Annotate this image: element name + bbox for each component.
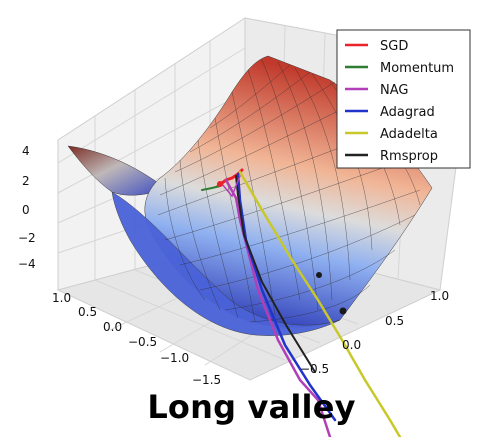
x-tick-label: 0.5	[385, 314, 404, 328]
y-axis-ticks: 1.0 0.5 0.0 −0.5 −1.0 −1.5	[52, 291, 221, 387]
z-tick-label: −2	[18, 231, 36, 245]
x-tick-label: 1.0	[430, 289, 449, 303]
legend-entries: SGD Momentum NAG Adagrad Adadelta Rmsprop	[345, 39, 454, 164]
legend-label: Rmsprop	[380, 149, 438, 164]
x-tick-label: 0.0	[342, 338, 361, 352]
y-tick-label: −1.5	[192, 373, 221, 387]
surface-left-wing	[67, 145, 166, 196]
trajectory-momentum	[201, 185, 221, 191]
trajectory-adadelta	[238, 170, 402, 437]
trajectory-nag	[224, 178, 332, 437]
y-tick-label: −0.5	[128, 335, 157, 349]
trajectories	[201, 168, 402, 437]
legend: SGD Momentum NAG Adagrad Adadelta Rmsprop	[336, 29, 471, 169]
trajectory-rmsprop	[235, 175, 316, 373]
y-tick-label: 0.0	[103, 320, 122, 334]
chart-caption: Long valley	[147, 388, 356, 426]
z-tick-label: 2	[22, 174, 30, 188]
legend-label: Adadelta	[380, 127, 438, 142]
surface-front-fold	[111, 191, 341, 336]
adagrad-marker	[316, 272, 322, 278]
x-tick-label: −0.5	[300, 362, 329, 376]
z-axis-ticks: 4 2 0 −2 −4	[18, 144, 36, 271]
trajectory-adagrad	[236, 172, 337, 422]
trajectory-nag-loop	[221, 175, 241, 198]
y-tick-label: 0.5	[78, 305, 97, 319]
legend-label: NAG	[380, 83, 408, 98]
legend-box	[336, 29, 471, 169]
x-axis-ticks: 1.0 0.5 0.0 −0.5	[300, 289, 449, 376]
sgd-marker	[217, 181, 223, 187]
legend-label: Adagrad	[380, 105, 435, 120]
z-tick-label: 4	[22, 144, 30, 158]
legend-label: SGD	[380, 39, 408, 54]
z-tick-label: 0	[22, 203, 30, 217]
y-tick-label: −1.0	[160, 351, 189, 365]
z-tick-label: −4	[18, 257, 36, 271]
rmsprop-marker	[339, 307, 347, 315]
y-tick-label: 1.0	[52, 291, 71, 305]
legend-label: Momentum	[380, 61, 454, 76]
